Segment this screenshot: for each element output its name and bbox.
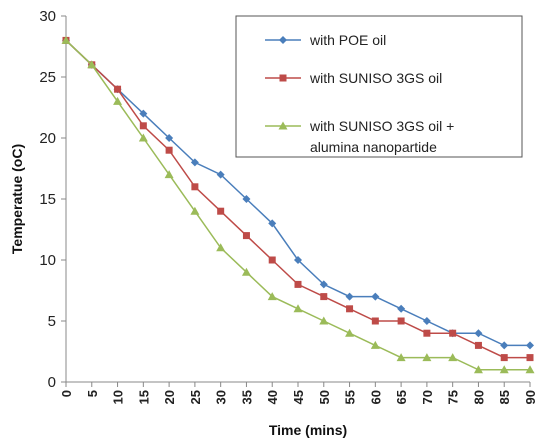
y-tick-label: 30 (39, 8, 56, 25)
legend: with POE oil with SUNISO 3GS oil with SUNI… (235, 15, 523, 158)
data-point (500, 354, 508, 362)
data-point (474, 329, 483, 338)
legend-swatch-marker (278, 121, 288, 130)
data-point (345, 328, 355, 337)
data-point (217, 207, 225, 215)
data-point (242, 195, 251, 203)
x-tick-label: 0 (59, 390, 74, 397)
y-axis-title: Temperatue (oC) (9, 144, 25, 254)
x-tick-label: 25 (188, 390, 203, 404)
x-tick-label: 45 (291, 390, 306, 404)
data-point (500, 341, 509, 350)
x-tick-label: 75 (446, 390, 461, 404)
legend-item-3: with SUNISO 3GS oil + alumina nanopartide (265, 118, 454, 155)
legend-item-2: with SUNISO 3GS oil (265, 70, 442, 86)
data-point (165, 146, 173, 154)
data-point (371, 292, 380, 301)
data-point (319, 280, 328, 289)
data-point (293, 304, 303, 313)
data-point (138, 133, 148, 142)
data-point (139, 122, 147, 130)
x-tick-label: 35 (239, 390, 254, 404)
data-point (165, 134, 174, 142)
data-point (422, 317, 431, 325)
data-point (267, 292, 277, 301)
data-point (320, 293, 328, 301)
data-point (499, 365, 509, 374)
data-point (346, 305, 354, 313)
x-tick-label: 10 (111, 390, 126, 404)
x-tick-label: 5 (85, 390, 100, 397)
y-axis-ticks: 0 5 10 15 20 25 30 (39, 8, 66, 391)
legend-label: with POE oil (309, 32, 386, 48)
data-point (139, 109, 148, 118)
y-tick-label: 25 (39, 69, 56, 86)
data-point (268, 256, 276, 264)
y-tick-label: 20 (39, 130, 56, 147)
data-point (319, 316, 329, 325)
y-tick-label: 15 (39, 191, 56, 208)
data-point (448, 353, 458, 362)
data-point (61, 35, 71, 44)
data-point (423, 329, 431, 337)
x-tick-label: 65 (394, 390, 409, 404)
data-point (473, 365, 483, 374)
data-point (164, 170, 174, 179)
y-tick-label: 5 (48, 313, 56, 330)
x-tick-label: 90 (523, 390, 535, 404)
data-point (526, 341, 534, 350)
data-point (216, 170, 225, 179)
data-point (526, 354, 534, 362)
y-tick-label: 0 (48, 374, 56, 391)
x-tick-label: 55 (343, 390, 358, 404)
x-tick-label: 30 (214, 390, 229, 404)
series-layer (61, 35, 535, 374)
data-point (370, 340, 380, 349)
legend-swatch-marker (279, 36, 287, 44)
data-point (397, 304, 406, 313)
data-point (87, 60, 97, 69)
x-tick-label: 20 (162, 390, 177, 404)
data-point (294, 256, 302, 264)
x-tick-label: 15 (136, 390, 151, 404)
data-point (449, 329, 457, 337)
data-point (190, 206, 200, 215)
data-point (422, 353, 432, 362)
x-tick-label: 80 (471, 390, 486, 404)
data-point (241, 267, 251, 276)
x-axis-ticks: 0 5 10 15 20 25 30 35 40 45 50 55 60 65 70 75 80 85 90 (59, 382, 535, 404)
data-point (268, 219, 277, 228)
data-point (396, 353, 406, 362)
legend-item-1: with POE oil (265, 32, 386, 48)
y-tick-label: 10 (39, 252, 56, 269)
data-point (190, 158, 199, 167)
data-point (191, 183, 199, 191)
x-axis-title: Time (mins) (269, 422, 347, 438)
series-3 (61, 35, 535, 374)
data-point (294, 280, 302, 288)
legend-label: alumina nanopartide (310, 139, 437, 155)
x-tick-label: 60 (368, 390, 383, 404)
data-point (474, 341, 482, 349)
x-tick-label: 85 (497, 390, 512, 404)
legend-swatch-marker (279, 74, 287, 82)
data-point (216, 243, 226, 252)
data-point (113, 96, 123, 105)
data-point (114, 85, 122, 93)
data-point (371, 317, 379, 325)
x-tick-label: 50 (317, 390, 332, 404)
data-point (525, 365, 535, 374)
legend-label: with SUNISO 3GS oil + (309, 118, 454, 134)
x-tick-label: 70 (420, 390, 435, 404)
x-tick-label: 40 (265, 390, 280, 404)
data-point (397, 317, 405, 325)
legend-label: with SUNISO 3GS oil (309, 70, 442, 86)
data-point (345, 292, 354, 301)
data-point (242, 232, 250, 240)
